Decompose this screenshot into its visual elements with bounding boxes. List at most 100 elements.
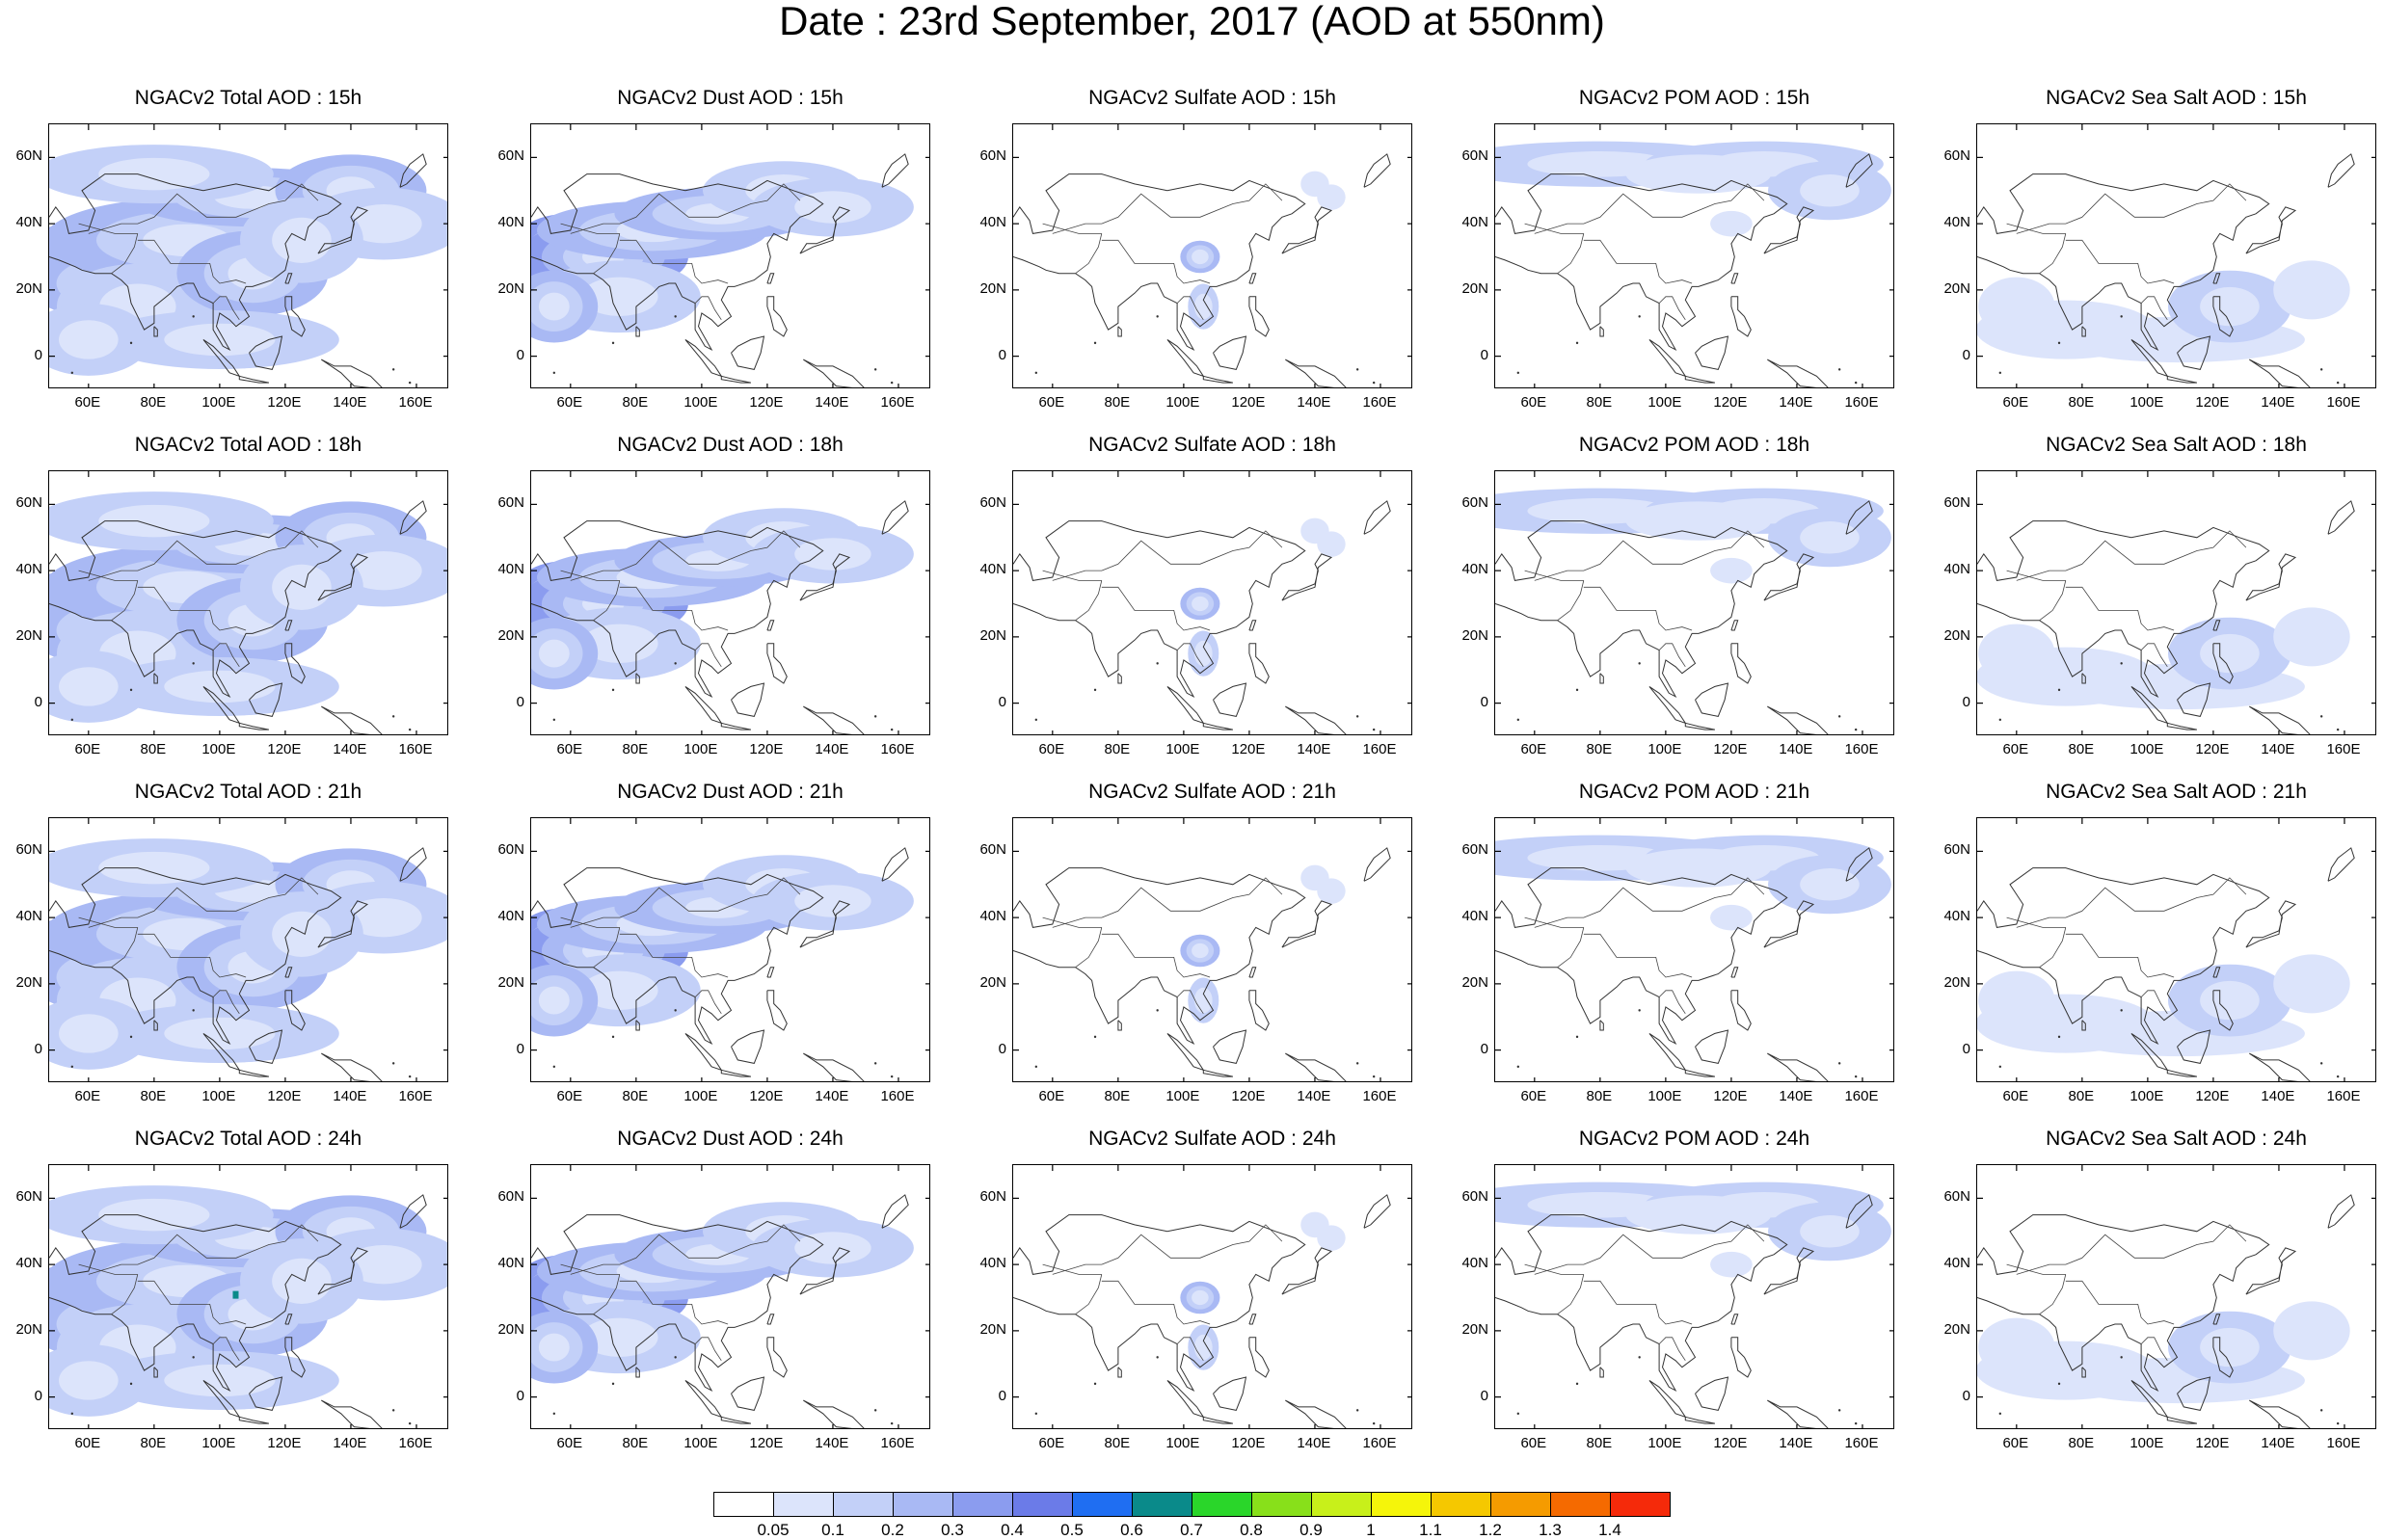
- aod-shading: [1800, 868, 1860, 901]
- y-tick-label: 60N: [497, 841, 524, 859]
- y-tick-label: 40N: [15, 214, 42, 231]
- y-tick-label: 60N: [15, 841, 42, 859]
- colorbar-label: 0.6: [1120, 1521, 1143, 1539]
- island: [1575, 1035, 1579, 1039]
- coastline: [531, 867, 824, 1046]
- aod-shading: [1300, 171, 1329, 198]
- map-svg: [1495, 818, 1893, 1081]
- coastline: [1599, 1367, 1604, 1378]
- island: [1372, 381, 1376, 385]
- island: [1638, 1356, 1641, 1359]
- island: [1837, 368, 1841, 371]
- country-border: [1052, 183, 1283, 234]
- aod-shading: [59, 667, 119, 706]
- island: [1156, 662, 1159, 665]
- island: [1854, 1075, 1858, 1078]
- country-border: [2065, 933, 2175, 978]
- colorbar-label: 1.2: [1479, 1521, 1502, 1539]
- x-tick-label: 100E: [1165, 741, 1200, 757]
- panel-title: NGACv2 POM AOD : 15h: [1578, 87, 1810, 109]
- x-tick-label: 80E: [1104, 394, 1131, 411]
- y-tick-label: 40N: [979, 214, 1006, 231]
- aod-shading: [538, 1333, 570, 1362]
- coastline: [1977, 1214, 2270, 1393]
- coastline: [1248, 990, 1270, 1031]
- map-frame: [1012, 123, 1412, 388]
- y-tick-label: 0: [1480, 346, 1488, 363]
- island: [873, 1062, 877, 1065]
- colorbar-box: [1132, 1492, 1192, 1517]
- x-tick-label: 140E: [1779, 1088, 1813, 1104]
- map-frame: [1012, 470, 1412, 735]
- x-tick-label: 140E: [815, 1435, 849, 1451]
- coastline: [1248, 967, 1257, 978]
- coastline: [1495, 173, 1788, 352]
- y-tick-label: 0: [1962, 693, 1970, 710]
- x-tick-label: 160E: [880, 1435, 915, 1451]
- x-tick-label: 120E: [267, 1435, 302, 1451]
- panel-title: NGACv2 Sulfate AOD : 18h: [1088, 434, 1336, 456]
- panel-title: NGACv2 Total AOD : 21h: [134, 781, 362, 803]
- panel-title: NGACv2 POM AOD : 21h: [1578, 781, 1810, 803]
- island: [129, 1035, 133, 1039]
- country-border: [111, 233, 139, 275]
- country-border: [570, 183, 801, 234]
- island: [1034, 718, 1038, 722]
- coastline: [2166, 1069, 2197, 1077]
- country-border: [1583, 1280, 1693, 1325]
- y-tick-label: 0: [34, 693, 42, 710]
- x-tick-label: 120E: [1231, 741, 1266, 757]
- map-panel-salt-18h: NGACv2 Sea Salt AOD : 18h 60N 40N 20N 0 60E 80…: [1943, 434, 2376, 764]
- island: [1638, 315, 1641, 318]
- x-tick-label: 100E: [2130, 741, 2164, 757]
- x-tick-label: 80E: [140, 1088, 167, 1104]
- y-tick-label: 60N: [1943, 841, 1970, 859]
- x-tick-label: 140E: [1779, 741, 1813, 757]
- map-panel-dust-15h: NGACv2 Dust AOD : 15h 60N 40N 20N 0 60E 80E 100…: [497, 87, 930, 417]
- country-border: [2039, 580, 2067, 622]
- island: [1355, 1062, 1359, 1065]
- coastline: [1730, 967, 1739, 978]
- country-border: [88, 183, 319, 234]
- y-tick-label: 40N: [497, 214, 524, 231]
- country-border: [1557, 927, 1585, 969]
- country-border: [212, 296, 240, 321]
- island: [2057, 1382, 2061, 1386]
- aod-shading: [581, 277, 658, 316]
- x-tick-label: 100E: [201, 741, 236, 757]
- coastline: [49, 867, 342, 1046]
- x-tick-label: 160E: [2326, 1435, 2361, 1451]
- x-tick-label: 120E: [749, 1088, 784, 1104]
- coastline: [1977, 867, 2270, 1046]
- coastline: [284, 990, 306, 1031]
- coastline: [1763, 206, 1815, 254]
- coastline: [399, 847, 427, 882]
- y-tick-label: 20N: [979, 1320, 1006, 1338]
- coastline: [2245, 1247, 2297, 1295]
- country-border: [111, 580, 139, 622]
- colorbar-box: [1192, 1492, 1252, 1517]
- country-border: [1042, 916, 1102, 928]
- coastline: [1013, 520, 1306, 699]
- y-tick-label: 40N: [497, 561, 524, 578]
- y-tick-label: 40N: [979, 1255, 1006, 1272]
- country-border: [2140, 990, 2168, 1015]
- x-tick-label: 100E: [683, 1435, 718, 1451]
- aod-shading: [272, 1258, 332, 1304]
- x-tick-label: 60E: [1520, 741, 1547, 757]
- x-tick-label: 80E: [622, 394, 649, 411]
- x-tick-label: 80E: [622, 741, 649, 757]
- aod-shading: [98, 504, 210, 538]
- coastline: [684, 685, 723, 725]
- island: [391, 715, 395, 718]
- x-tick-label: 100E: [683, 1088, 718, 1104]
- island: [1854, 381, 1858, 385]
- map-panel-pom-24h: NGACv2 POM AOD : 24h 60N 40N 20N 0 60E 80E 100E…: [1461, 1128, 1894, 1458]
- x-tick-label: 100E: [201, 1435, 236, 1451]
- map-svg: [1495, 471, 1893, 734]
- aod-shading: [1300, 518, 1329, 544]
- aod-shading: [538, 292, 570, 321]
- aod-shading: [2273, 607, 2350, 667]
- aod-shading: [272, 911, 332, 957]
- country-border: [1583, 239, 1693, 284]
